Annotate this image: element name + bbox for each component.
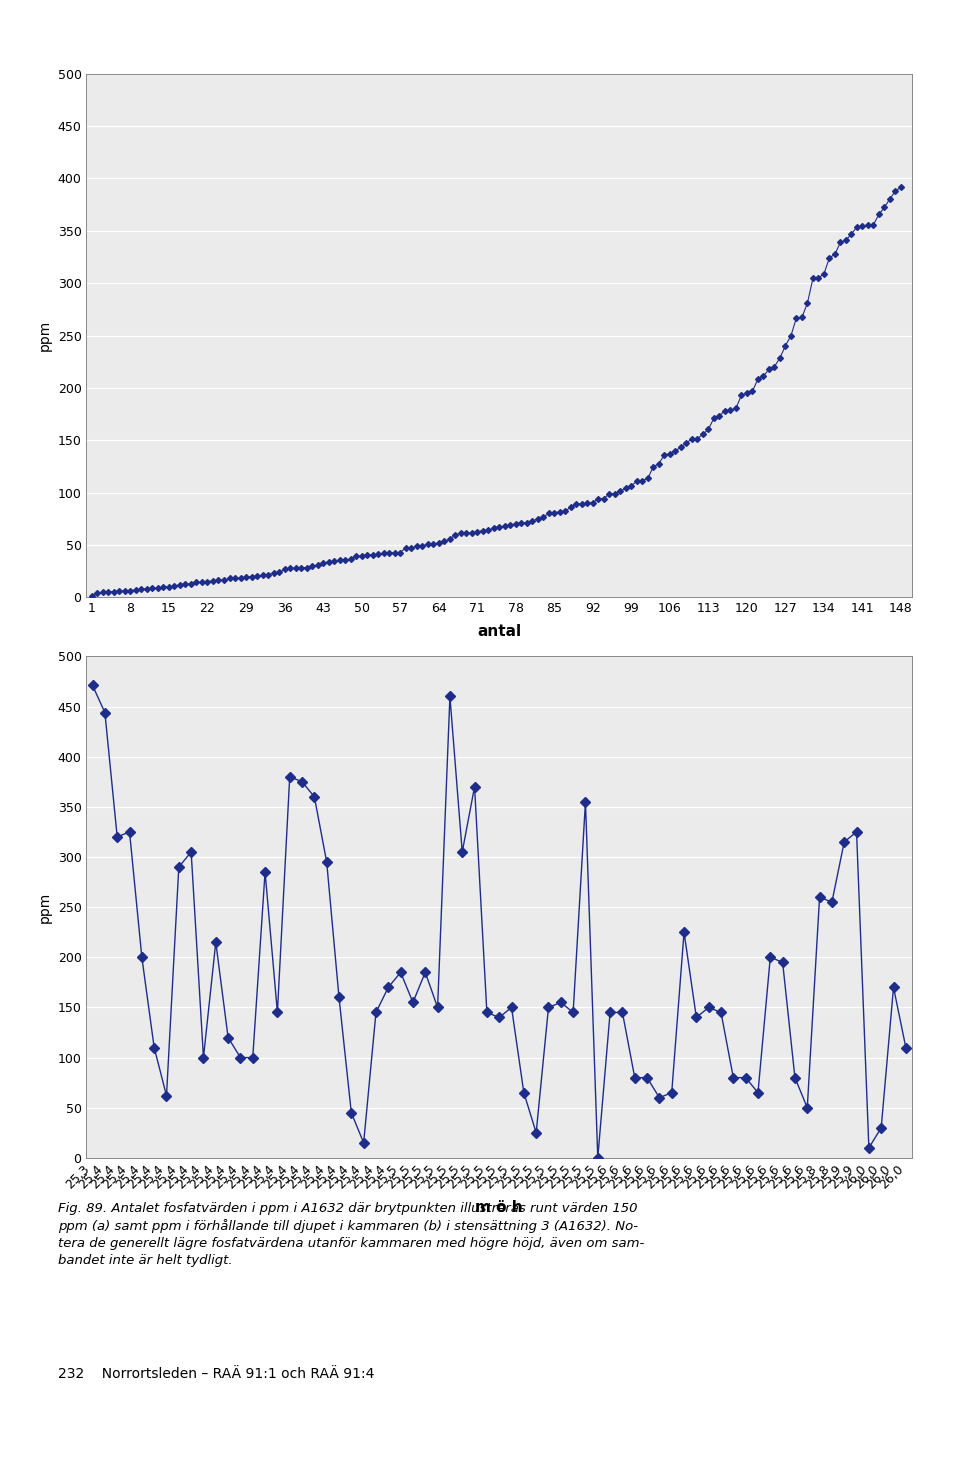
Y-axis label: ppm: ppm	[38, 320, 52, 351]
Text: 232    Norrortsleden – RAÄ 91:1 och RAÄ 91:4: 232 Norrortsleden – RAÄ 91:1 och RAÄ 91:…	[58, 1367, 374, 1381]
X-axis label: m ö h: m ö h	[475, 1201, 523, 1215]
X-axis label: antal: antal	[477, 624, 521, 639]
Text: Fig. 89. Antalet fosfatvärden i ppm i A1632 där brytpunkten illustreras runt vär: Fig. 89. Antalet fosfatvärden i ppm i A1…	[58, 1202, 644, 1267]
Y-axis label: ppm: ppm	[38, 891, 52, 923]
